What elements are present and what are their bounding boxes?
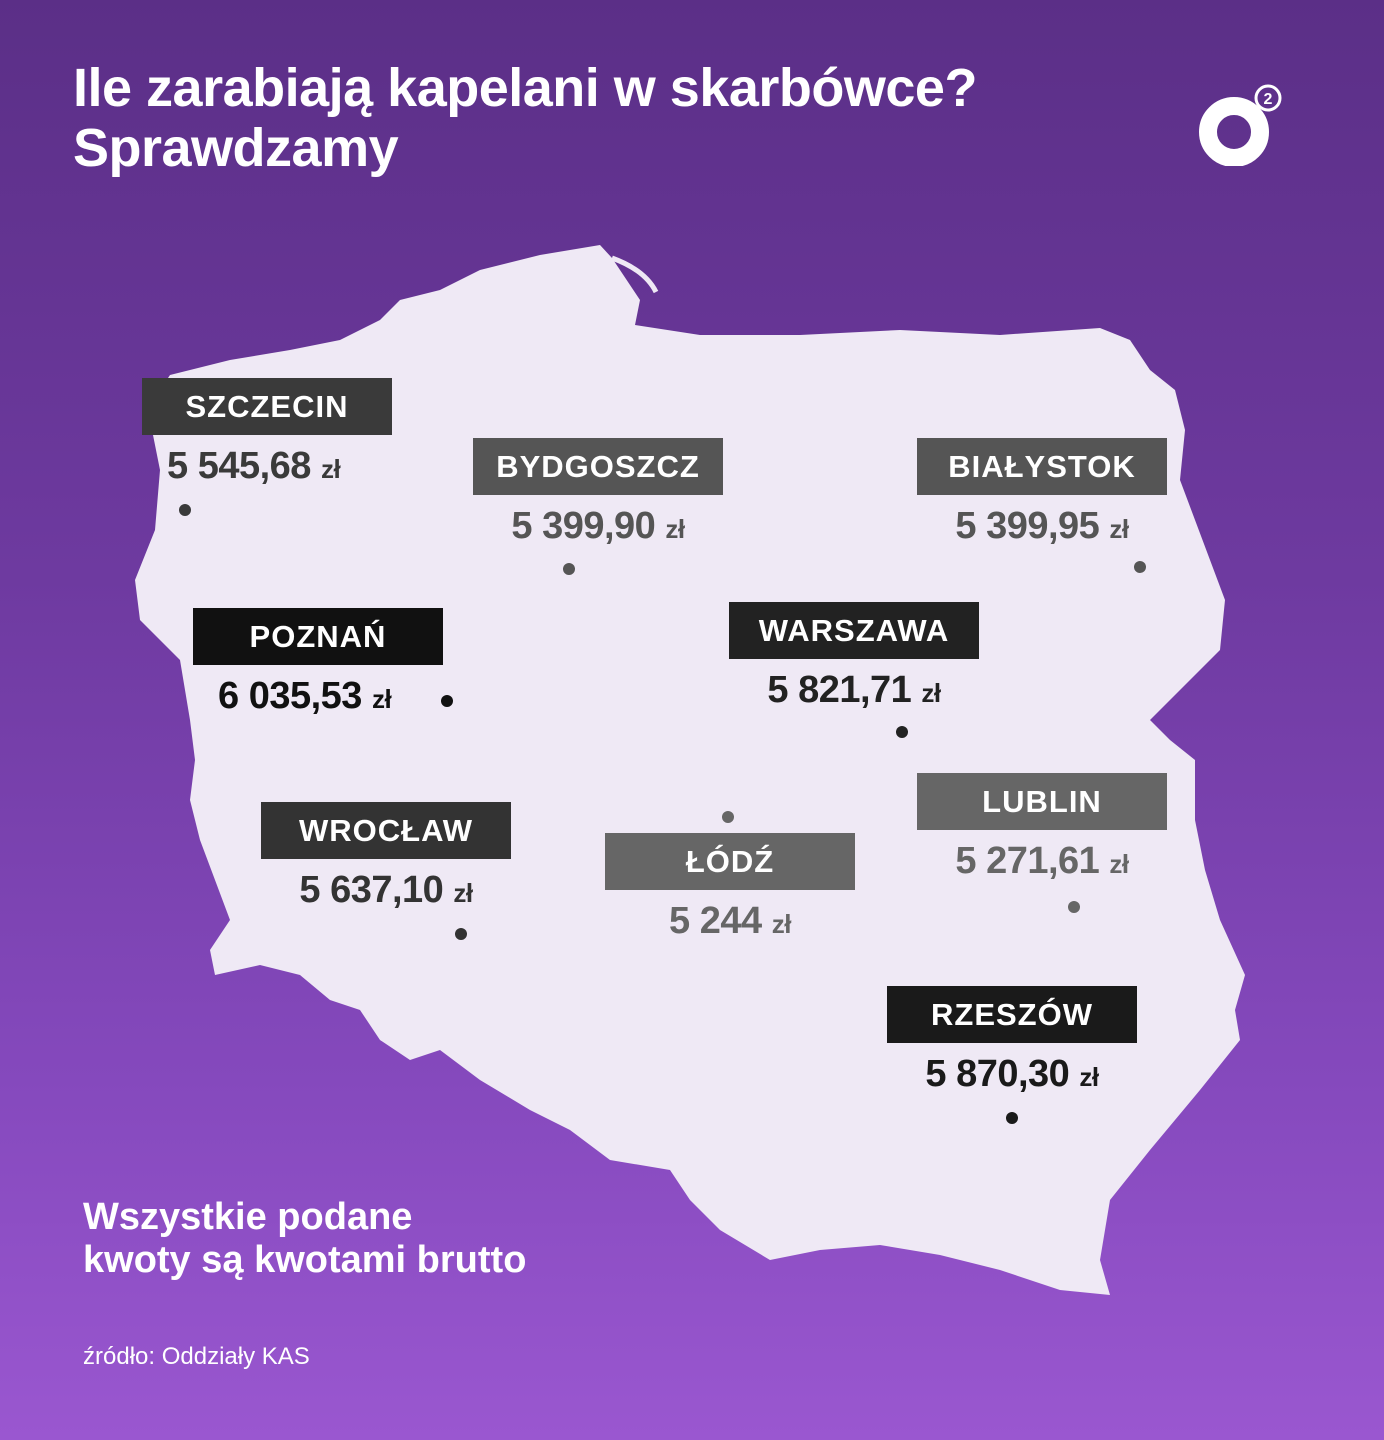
- page-title: Ile zarabiają kapelani w skarbówce? Spra…: [73, 58, 977, 178]
- city-poznan: POZNAŃ 6 035,53 zł: [193, 608, 443, 718]
- city-dot-lodz: [722, 811, 734, 823]
- city-lublin: LUBLIN 5 271,61 zł: [917, 773, 1167, 883]
- city-dot-wroclaw: [455, 928, 467, 940]
- o2-logo-icon: 2: [1199, 84, 1282, 166]
- svg-text:2: 2: [1264, 91, 1273, 108]
- city-rzeszow: RZESZÓW 5 870,30 zł: [887, 986, 1137, 1096]
- city-bydgoszcz: BYDGOSZCZ 5 399,90 zł: [473, 438, 723, 548]
- city-dot-lublin: [1068, 901, 1080, 913]
- city-bialystok: BIAŁYSTOK 5 399,95 zł: [917, 438, 1167, 548]
- city-lodz: ŁÓDŹ 5 244 zł: [605, 833, 855, 943]
- city-dot-bydgoszcz: [563, 563, 575, 575]
- city-dot-poznan: [441, 695, 453, 707]
- city-warszawa: WARSZAWA 5 821,71 zł: [729, 602, 979, 712]
- source-text: źródło: Oddziały KAS: [83, 1343, 310, 1370]
- city-szczecin: SZCZECIN 5 545,68 zł: [142, 378, 392, 488]
- hel-peninsula: [611, 255, 659, 294]
- city-dot-warszawa: [896, 726, 908, 738]
- city-dot-szczecin: [179, 504, 191, 516]
- city-dot-rzeszow: [1006, 1112, 1018, 1124]
- city-dot-bialystok: [1134, 561, 1146, 573]
- gross-amount-note: Wszystkie podane kwoty są kwotami brutto: [83, 1196, 527, 1281]
- city-wroclaw: WROCŁAW 5 637,10 zł: [261, 802, 511, 912]
